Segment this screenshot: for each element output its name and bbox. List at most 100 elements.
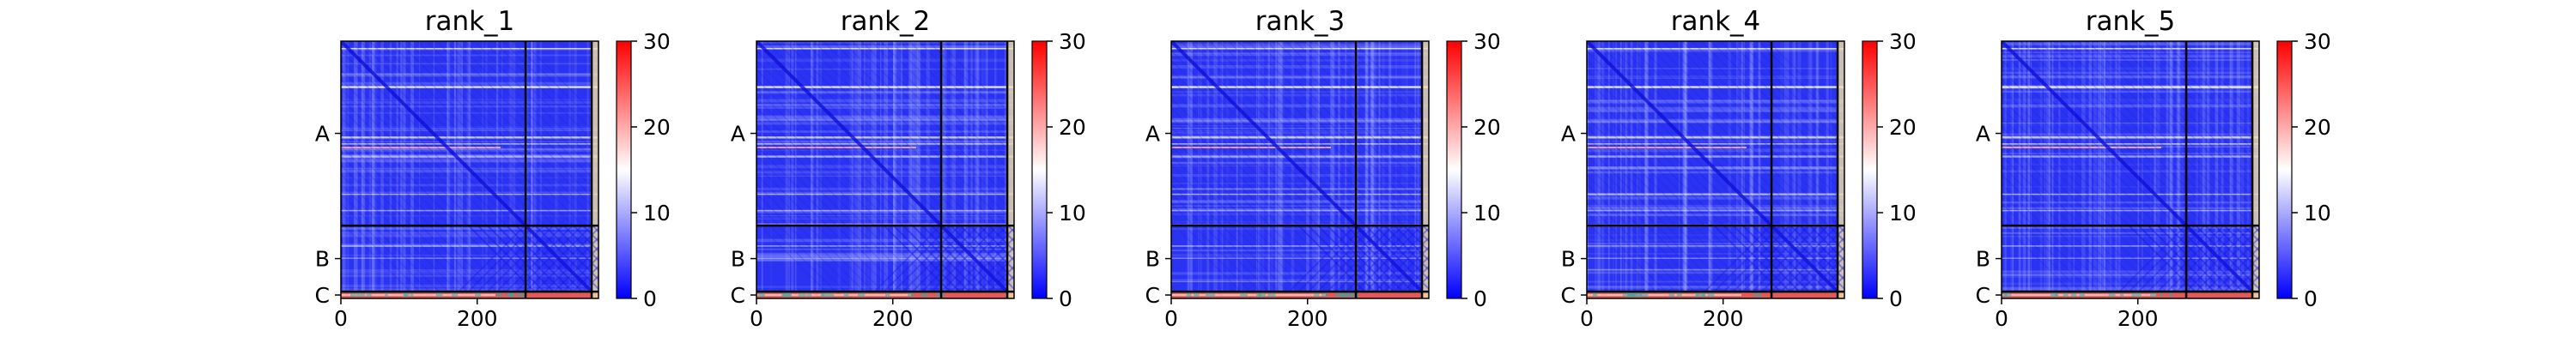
- chain-c-strip: [2119, 292, 2124, 298]
- texture-vstripe: [819, 41, 822, 298]
- diagonal-texture: [2002, 174, 2126, 298]
- plot-frame: [2001, 40, 2260, 299]
- diagonal-texture: [1605, 41, 1844, 280]
- diagonal-texture: [341, 107, 532, 298]
- colorbar-tick-label: 20: [643, 115, 671, 140]
- chain-c-strip: [2150, 292, 2157, 298]
- texture-vstripe: [2088, 41, 2092, 298]
- diagonal-texture: [756, 59, 996, 298]
- chain-b-pattern: [1316, 225, 1385, 292]
- texture-vstripe: [1601, 41, 1603, 298]
- texture-hstripe: [1587, 207, 1844, 210]
- texture-hstripe: [341, 154, 598, 156]
- diagonal-texture: [1587, 145, 1741, 298]
- x-tick-label: 200: [2117, 306, 2159, 331]
- chain-b-pattern: [921, 225, 989, 292]
- diagonal-texture: [1171, 145, 1325, 298]
- chain-b-pattern: [1808, 225, 1844, 262]
- texture-vstripe: [1728, 41, 1732, 298]
- texture-vstripe: [1206, 41, 1210, 298]
- texture-hstripe: [756, 58, 1014, 63]
- texture-hstripe: [1171, 183, 1429, 184]
- texture-hstripe: [2002, 133, 2259, 135]
- heatmap: [756, 41, 1014, 298]
- chain-b-pattern: [998, 225, 1014, 243]
- diagonal-texture: [2115, 41, 2259, 185]
- texture-hstripe: [1171, 213, 1429, 216]
- texture-hstripe: [341, 81, 598, 86]
- chain-b-pattern: [2223, 256, 2259, 292]
- colorbar-tick-label: 30: [1473, 29, 1501, 54]
- texture-vstripe: [1213, 41, 1218, 298]
- colorbar-gradient: [1862, 40, 1878, 299]
- texture-hstripe: [1171, 125, 1429, 127]
- high-error-band: [1587, 47, 1844, 50]
- chain-c-strip: [885, 292, 890, 298]
- diagonal-texture: [1314, 41, 1429, 156]
- texture-vstripe: [380, 41, 384, 298]
- texture-hstripe: [756, 149, 1014, 151]
- texture-hstripe: [756, 254, 1014, 257]
- texture-vstripe: [1219, 41, 1223, 298]
- chain-b-pattern: [553, 246, 598, 292]
- diagonal-texture: [2002, 69, 2232, 298]
- chain-b-pattern: [544, 225, 598, 281]
- diagonal-texture: [1304, 41, 1429, 165]
- texture-hstripe: [1171, 76, 1429, 79]
- texture-vstripe: [874, 41, 878, 298]
- diagonal-texture: [2002, 184, 2117, 298]
- texture-vstripe: [981, 41, 985, 298]
- diagonal-texture: [407, 41, 598, 232]
- diagonal-texture: [1587, 221, 1664, 298]
- texture-vstripe: [871, 41, 875, 298]
- chain-b-pattern: [1346, 225, 1413, 292]
- texture-vstripe: [970, 41, 973, 298]
- chain-b-pattern: [496, 225, 564, 292]
- diagonal-texture: [341, 126, 513, 298]
- texture-vstripe: [1654, 41, 1657, 298]
- diagonal-texture: [1275, 41, 1429, 195]
- texture-hstripe: [756, 119, 1014, 121]
- chain-b-pattern: [959, 225, 1014, 281]
- chain-c-strip: [1345, 292, 1353, 298]
- texture-hstripe: [2002, 207, 2259, 209]
- chain-c-strip: [410, 292, 414, 298]
- texture-hstripe: [1171, 200, 1429, 203]
- diagonal-texture: [851, 41, 1014, 204]
- chain-b-pattern: [883, 225, 951, 292]
- diagonal-texture: [426, 41, 598, 214]
- diagonal-texture: [435, 41, 598, 204]
- diagonal-texture: [756, 202, 853, 298]
- texture-hstripe: [341, 234, 598, 238]
- chart-title: rank_4: [1671, 6, 1761, 37]
- texture-hstripe: [756, 173, 1014, 175]
- texture-hstripe: [341, 288, 598, 292]
- texture-vstripe: [508, 41, 511, 298]
- chain-b-pattern: [534, 225, 598, 291]
- texture-hstripe: [341, 284, 598, 288]
- texture-vstripe: [1596, 41, 1601, 298]
- texture-hstripe: [2002, 42, 2259, 45]
- texture-vstripe: [1815, 41, 1818, 298]
- texture-vstripe: [2012, 41, 2014, 298]
- texture-hstripe: [2002, 99, 2259, 104]
- texture-vstripe: [2181, 41, 2184, 298]
- texture-vstripe: [1736, 41, 1738, 298]
- texture-vstripe: [761, 41, 763, 298]
- texture-vstripe: [1826, 41, 1829, 298]
- diagonal-texture: [1587, 59, 1826, 298]
- high-error-band: [2002, 143, 2259, 145]
- texture-vstripe: [1644, 41, 1648, 298]
- texture-hstripe: [1587, 268, 1844, 271]
- texture-hstripe: [756, 286, 1014, 289]
- texture-hstripe: [1587, 271, 1844, 274]
- texture-vstripe: [964, 41, 969, 298]
- chain-c-strip: [2108, 292, 2116, 298]
- texture-hstripe: [2002, 186, 2259, 188]
- texture-vstripe: [1241, 41, 1242, 298]
- diagonal-texture: [756, 79, 976, 298]
- diagonal-texture: [341, 135, 504, 298]
- texture-vstripe: [963, 41, 966, 298]
- texture-vstripe: [531, 41, 533, 298]
